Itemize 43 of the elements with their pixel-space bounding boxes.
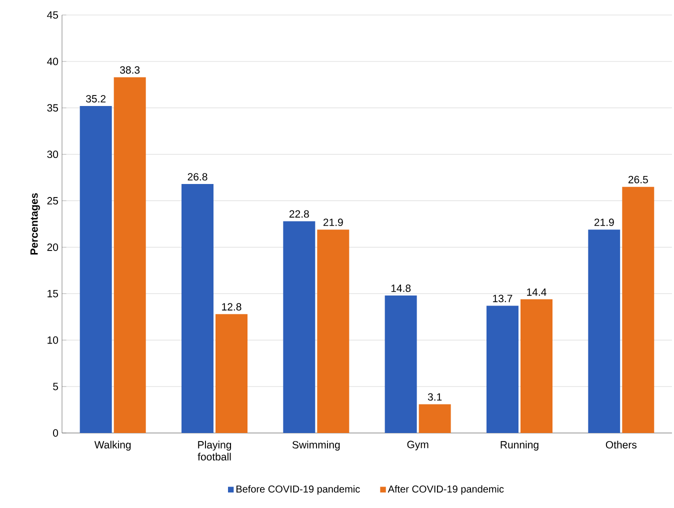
bar — [283, 221, 316, 433]
x-tick-label: Walking — [94, 440, 131, 451]
y-tick-label: 40 — [47, 58, 58, 66]
y-tick-label: 30 — [47, 150, 58, 158]
y-tick-label: 10 — [48, 336, 58, 344]
bar — [486, 306, 518, 433]
data-label: 14.8 — [391, 284, 411, 292]
legend-label: After COVID-19 pandemic — [388, 485, 504, 495]
bar — [520, 299, 552, 433]
x-tick-label: Gym — [407, 440, 428, 450]
data-label: 3.1 — [428, 393, 442, 401]
bar — [216, 314, 248, 433]
data-label: 26.8 — [188, 173, 208, 181]
y-tick-label: 20 — [47, 244, 58, 251]
y-tick-label: 25 — [47, 197, 58, 204]
data-label: 38.3 — [120, 66, 140, 74]
data-label: 12.8 — [222, 303, 242, 311]
y-axis-title: Percentages — [30, 193, 40, 255]
bar — [588, 230, 620, 433]
data-label: 13.7 — [493, 294, 512, 302]
y-tick-label: 15 — [48, 290, 58, 298]
data-label: 21.9 — [323, 218, 343, 226]
bar — [80, 106, 112, 433]
bar — [317, 230, 350, 433]
data-label: 22.8 — [289, 210, 309, 218]
y-tick-label: 0 — [53, 429, 58, 437]
x-tick-label: Others — [606, 440, 637, 449]
bar — [384, 296, 417, 433]
y-tick-label: 35 — [47, 104, 58, 112]
x-tick-label: Playing football — [198, 440, 232, 461]
bar — [418, 404, 451, 433]
legend-label: Before COVID-19 pandemic — [236, 485, 360, 495]
x-tick-label: Swimming — [292, 440, 340, 451]
y-tick-label: 45 — [47, 11, 58, 19]
bar — [622, 186, 654, 433]
bar — [182, 184, 214, 433]
y-tick-label: 5 — [53, 382, 58, 390]
x-tick-label: Running — [500, 440, 538, 451]
data-label: 21.9 — [594, 218, 614, 226]
bar — [114, 77, 146, 433]
data-label: 26.5 — [628, 176, 648, 184]
data-label: 35.2 — [86, 95, 106, 102]
data-label: 14.4 — [527, 288, 546, 296]
